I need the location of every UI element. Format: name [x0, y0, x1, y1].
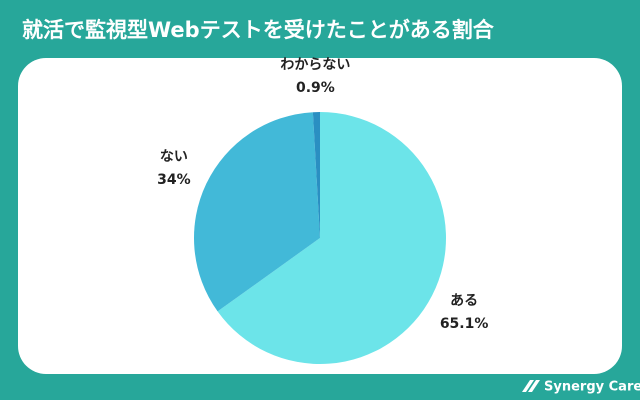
brand-name: Synergy Career [544, 380, 640, 395]
pie-slice [217, 112, 446, 364]
slice-value-label: 0.9% [296, 80, 335, 96]
logo-icon [522, 380, 540, 392]
slice-category: ある [450, 293, 478, 309]
slice-category: わからない [280, 57, 350, 73]
pie-slice [194, 112, 320, 312]
slice-category: ない [160, 149, 188, 165]
brand-logo: Synergy Career [522, 380, 640, 395]
slice-value-label: 34% [157, 172, 191, 188]
slice-value-label: 65.1% [440, 316, 489, 332]
chart-title: 就活で監視型Webテストを受けたことがある割合 [22, 18, 495, 42]
pie-slice [312, 112, 320, 238]
